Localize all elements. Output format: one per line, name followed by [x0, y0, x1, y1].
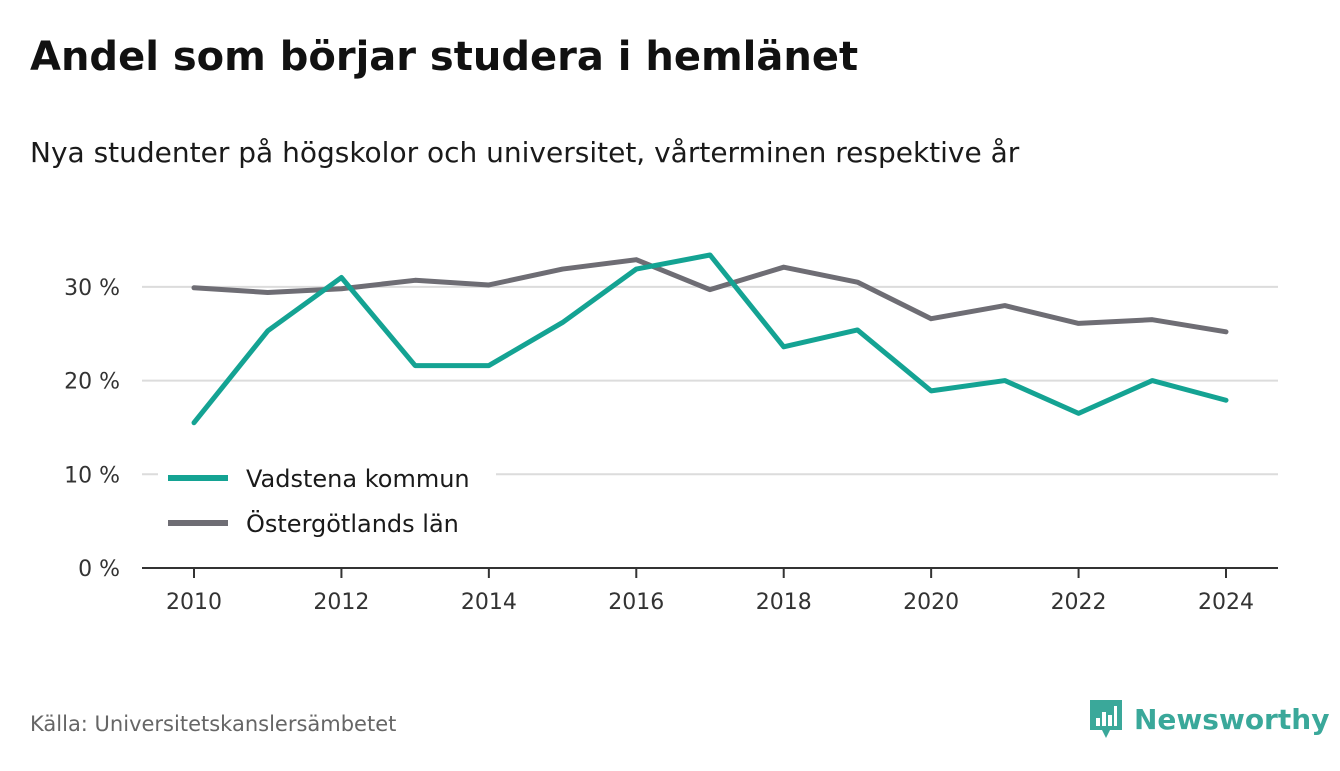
x-tick-label: 2010	[166, 590, 222, 615]
legend-label: Östergötlands län	[246, 509, 459, 538]
chart-subtitle: Nya studenter på högskolor och universit…	[30, 136, 1020, 169]
legend-background	[158, 456, 496, 548]
chart-title: Andel som börjar studera i hemlänet	[30, 34, 859, 80]
brand-logo[interactable]: Newsworthy	[1088, 698, 1329, 740]
axes: 0 % 10 % 20 % 30 % 2010 2012 2014 2016 2018 2020 2…	[64, 276, 1278, 615]
y-tick-label: 20 %	[64, 370, 120, 395]
series-line-ostergotland	[191, 257, 1229, 335]
x-tick-label: 2014	[461, 590, 517, 615]
series-lines	[191, 252, 1229, 426]
x-tick-label: 2024	[1198, 590, 1254, 615]
series-line-vadstena	[191, 252, 1229, 426]
x-tick-label: 2020	[903, 590, 959, 615]
y-tick-label: 0 %	[78, 557, 120, 582]
legend: Vadstena kommun Östergötlands län	[158, 456, 496, 548]
line-chart: 0 % 10 % 20 % 30 % 2010 2012 2014 2016 2018 2020 2…	[64, 252, 1278, 615]
x-tick-label: 2012	[313, 590, 369, 615]
x-tick-label: 2018	[756, 590, 812, 615]
bar-chart-icon	[1090, 700, 1122, 738]
grid-lines	[142, 285, 1278, 476]
x-tick-label: 2016	[608, 590, 664, 615]
y-tick-label: 10 %	[64, 463, 120, 488]
y-tick-label: 30 %	[64, 276, 120, 301]
legend-label: Vadstena kommun	[246, 465, 470, 493]
brand-name: Newsworthy	[1134, 702, 1330, 736]
source-note: Källa: Universitetskanslersämbetet	[30, 712, 397, 736]
x-tick-label: 2022	[1051, 590, 1107, 615]
